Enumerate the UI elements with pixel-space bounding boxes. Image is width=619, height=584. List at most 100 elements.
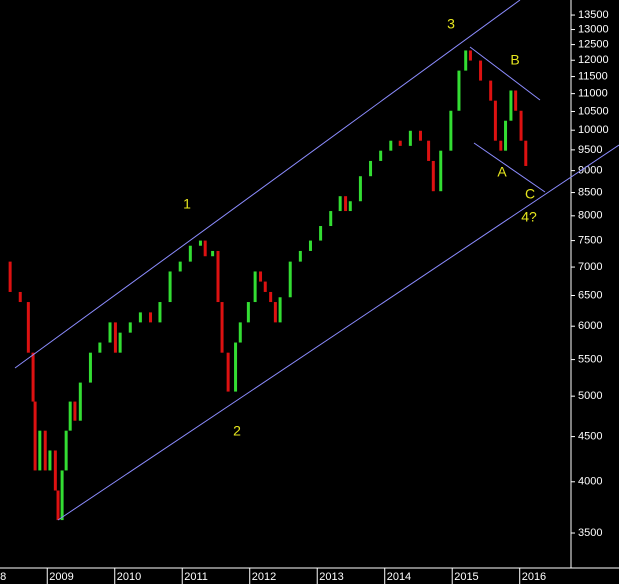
price-bar — [26, 302, 30, 353]
price-bar — [8, 261, 12, 292]
y-tick-label: 10000 — [578, 124, 609, 136]
y-tick-label: 11000 — [578, 88, 608, 100]
price-bar — [138, 312, 142, 323]
price-bar — [31, 352, 35, 402]
price-bar — [178, 261, 182, 272]
wave-label: 1 — [183, 196, 191, 212]
lower-channel — [57, 144, 619, 521]
price-bar — [427, 140, 431, 161]
x-tick-label: 2016 — [522, 571, 546, 583]
price-bar — [198, 240, 202, 246]
x-tick-label: 2008 — [0, 571, 6, 583]
price-bar — [238, 322, 242, 343]
price-bar — [319, 226, 323, 241]
price-bar — [369, 160, 373, 177]
price-bar — [48, 450, 52, 471]
price-bar — [348, 201, 352, 212]
x-tick-label: 2009 — [49, 571, 73, 583]
price-bar — [18, 291, 22, 303]
price-bar — [514, 90, 518, 111]
y-tick-label: 10500 — [578, 105, 609, 117]
price-bar — [269, 291, 273, 303]
x-tick-label: 2012 — [252, 571, 276, 583]
trend-lines — [14, 0, 619, 521]
price-bar — [519, 110, 523, 141]
price-bar — [431, 160, 435, 192]
y-tick-label: 8500 — [578, 186, 602, 198]
price-bar — [449, 110, 453, 151]
wave-label: A — [497, 164, 507, 180]
y-tick-label: 5500 — [578, 353, 602, 365]
correction-upper — [469, 46, 541, 101]
price-bar — [68, 401, 72, 431]
y-tick-label: 9000 — [578, 165, 602, 177]
wave-label: 4? — [521, 209, 537, 225]
price-bar — [168, 271, 172, 303]
price-bar — [504, 120, 508, 151]
price-bar — [358, 176, 362, 202]
price-bar — [88, 352, 92, 383]
price-bar — [33, 401, 37, 471]
price-bar — [298, 250, 302, 262]
price-bar — [43, 430, 47, 471]
price-bar — [468, 50, 472, 61]
y-tick-label: 5000 — [578, 390, 602, 402]
price-bar — [479, 60, 483, 81]
wave-label: 3 — [447, 16, 455, 32]
x-tick-label: 2010 — [117, 571, 141, 583]
y-tick-label: 6000 — [578, 320, 602, 332]
price-bar — [53, 450, 57, 491]
y-tick-label: 9500 — [578, 144, 602, 156]
price-bar — [108, 322, 112, 343]
price-bar — [408, 130, 412, 146]
price-bar — [338, 196, 342, 212]
price-bar — [489, 80, 493, 101]
y-tick-label: 4500 — [578, 430, 602, 442]
y-tick-label: 13000 — [578, 23, 609, 35]
price-bar — [308, 240, 312, 251]
price-bar — [149, 312, 153, 323]
y-tick-label: 7500 — [578, 234, 602, 246]
price-bar — [220, 302, 224, 353]
x-tick-label: 2014 — [387, 571, 411, 583]
price-bar — [464, 50, 468, 71]
price-bar — [259, 271, 263, 282]
correction-lower — [473, 142, 546, 193]
price-bar — [113, 322, 117, 353]
y-tick-label: 7000 — [578, 261, 602, 273]
x-tick-label: 2013 — [319, 571, 343, 583]
x-tick-label: 2011 — [184, 571, 208, 583]
price-bar — [128, 322, 132, 333]
price-bar — [379, 150, 383, 161]
price-bar — [329, 211, 333, 227]
price-bar — [188, 245, 192, 262]
price-bar — [60, 470, 64, 521]
price-bar — [38, 430, 42, 471]
plot-area — [8, 50, 528, 521]
y-tick-label: 11500 — [578, 70, 608, 82]
y-tick-label: 13500 — [578, 9, 609, 21]
price-bar — [253, 271, 257, 303]
price-bar — [226, 352, 230, 392]
price-bar — [524, 140, 528, 166]
price-bar — [344, 196, 348, 212]
price-bar — [288, 261, 292, 298]
price-bar — [499, 140, 503, 151]
y-tick-label: 12000 — [578, 54, 609, 66]
upper-channel — [14, 0, 521, 369]
price-bar — [211, 250, 215, 257]
price-bar — [203, 240, 207, 257]
wave-label: C — [525, 186, 535, 202]
price-bar — [118, 332, 122, 353]
price-bar — [73, 401, 77, 421]
price-bar — [457, 70, 461, 111]
price-bar — [509, 90, 513, 121]
price-bar — [78, 382, 82, 421]
price-bar — [278, 297, 282, 323]
price-bar — [439, 150, 443, 192]
price-bar — [273, 302, 277, 323]
price-bar — [216, 250, 220, 303]
price-bar — [64, 430, 68, 471]
